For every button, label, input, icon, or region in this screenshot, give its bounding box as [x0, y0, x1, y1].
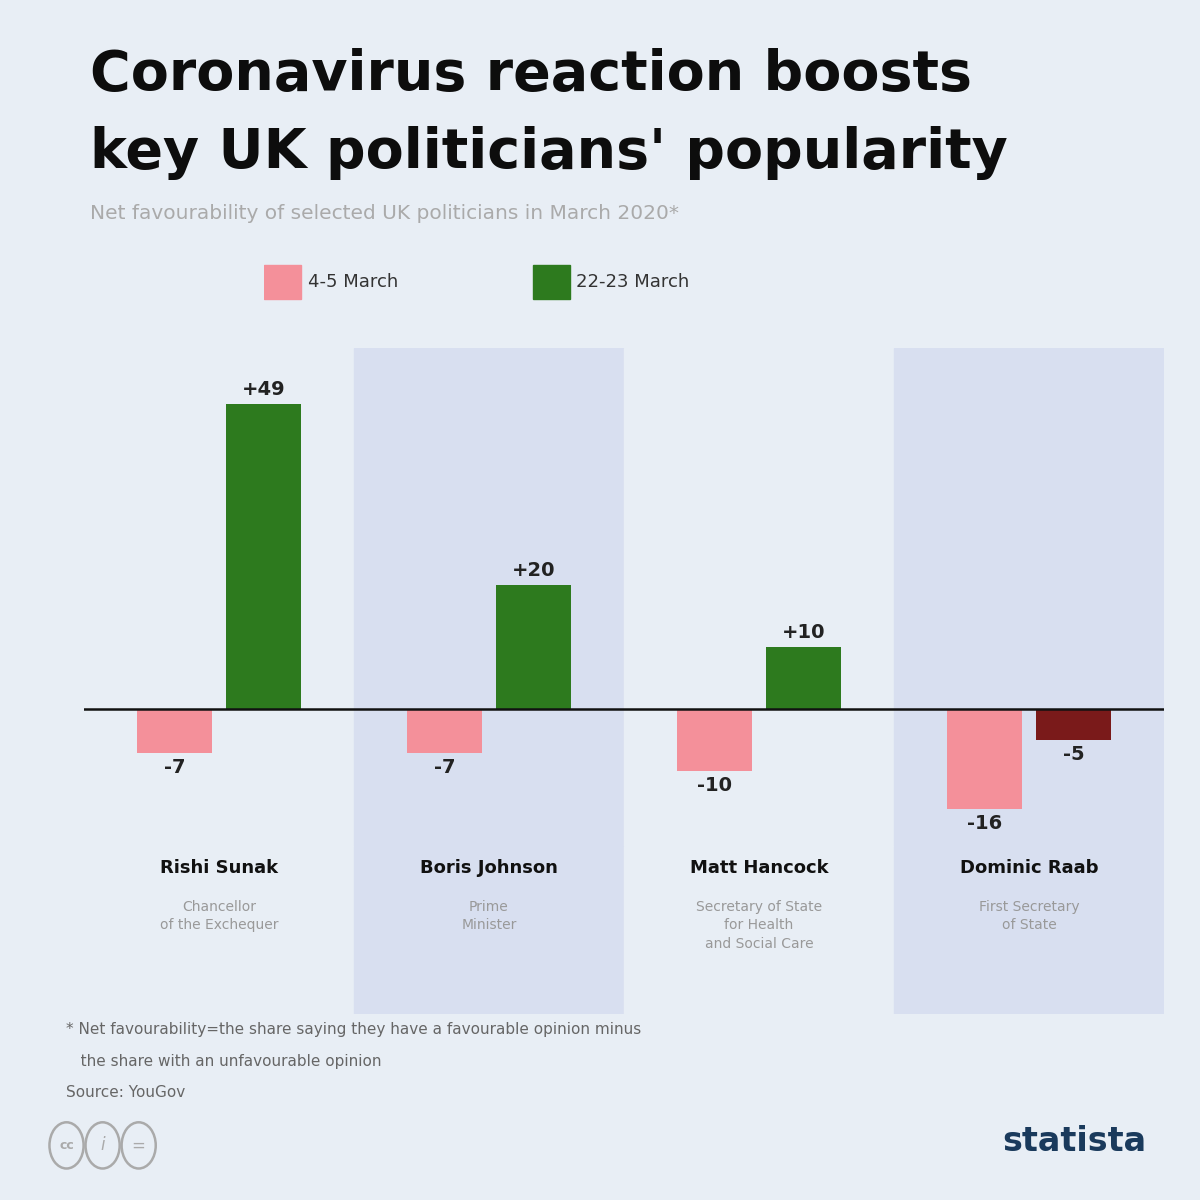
Text: Boris Johnson: Boris Johnson: [420, 859, 558, 877]
Bar: [137, 709, 212, 752]
Bar: [766, 647, 841, 709]
Bar: [894, 846, 1164, 1014]
Text: Chancellor
of the Exchequer: Chancellor of the Exchequer: [160, 900, 278, 932]
Text: -7: -7: [163, 757, 185, 776]
Text: statista: statista: [1002, 1126, 1146, 1158]
Text: Prime
Minister: Prime Minister: [461, 900, 517, 932]
Bar: [407, 709, 482, 752]
Text: the share with an unfavourable opinion: the share with an unfavourable opinion: [66, 1054, 382, 1068]
Text: Secretary of State
for Health
and Social Care: Secretary of State for Health and Social…: [696, 900, 822, 950]
Text: 4-5 March: 4-5 March: [307, 272, 398, 290]
Text: +49: +49: [241, 380, 286, 400]
Bar: [947, 709, 1022, 809]
Bar: [354, 348, 624, 846]
Text: Net favourability of selected UK politicians in March 2020*: Net favourability of selected UK politic…: [90, 204, 679, 223]
Text: * Net favourability=the share saying they have a favourable opinion minus: * Net favourability=the share saying the…: [66, 1022, 641, 1037]
Bar: [677, 709, 752, 772]
Text: -5: -5: [1063, 745, 1085, 764]
Bar: [84, 348, 354, 846]
Bar: [894, 348, 1164, 846]
Text: -16: -16: [967, 814, 1002, 833]
Text: =: =: [132, 1136, 145, 1154]
Text: Matt Hancock: Matt Hancock: [690, 859, 828, 877]
Bar: [624, 846, 894, 1014]
Text: Source: YouGov: Source: YouGov: [66, 1085, 185, 1099]
Bar: [496, 584, 571, 709]
Text: cc: cc: [59, 1139, 74, 1152]
Text: Rishi Sunak: Rishi Sunak: [160, 859, 278, 877]
Text: +10: +10: [782, 623, 826, 642]
Text: Coronavirus reaction boosts: Coronavirus reaction boosts: [90, 48, 972, 102]
Text: First Secretary
of State: First Secretary of State: [979, 900, 1079, 932]
Bar: [226, 404, 301, 709]
Text: Dominic Raab: Dominic Raab: [960, 859, 1098, 877]
Bar: [1036, 709, 1111, 740]
Text: -10: -10: [697, 776, 732, 796]
Bar: [354, 846, 624, 1014]
Text: i: i: [101, 1136, 104, 1154]
Bar: [264, 265, 301, 299]
Text: +20: +20: [511, 560, 556, 580]
Bar: [624, 348, 894, 846]
Bar: [533, 265, 570, 299]
Bar: [84, 846, 354, 1014]
Text: -7: -7: [433, 757, 455, 776]
Text: 22-23 March: 22-23 March: [576, 272, 690, 290]
Text: key UK politicians' popularity: key UK politicians' popularity: [90, 126, 1008, 180]
